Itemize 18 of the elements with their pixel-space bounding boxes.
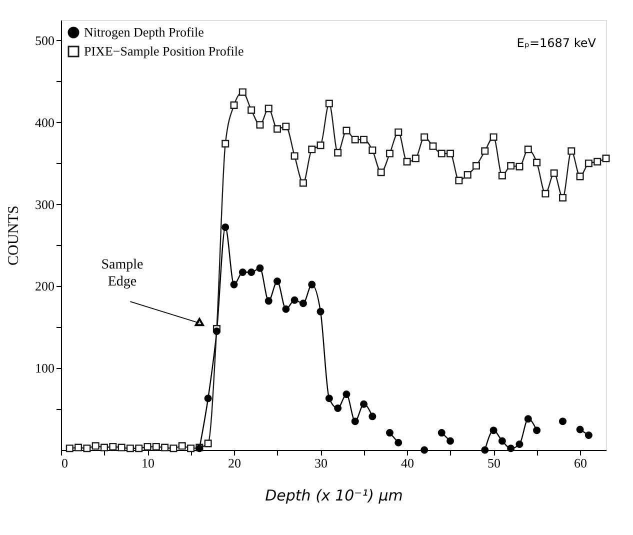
x-tick-label: 60 (574, 456, 588, 470)
y-tick-label: 400 (35, 114, 54, 130)
y-tick-label: 300 (35, 196, 54, 212)
y-tick-label: 200 (35, 278, 54, 294)
x-tick-label: 20 (228, 456, 242, 470)
x-tick-label: 10 (142, 456, 155, 470)
y-axis-title: COUNTS (6, 205, 22, 266)
x-tick-label: 30 (314, 456, 328, 470)
annotation: Sample Edge (101, 257, 144, 290)
annotation: Eₚ=1687 keV (516, 36, 597, 50)
x-axis-title: Depth (x 10⁻¹) µm (265, 486, 403, 504)
legend-label: Nitrogen Depth Profile (84, 24, 204, 40)
y-tick-label: 500 (35, 32, 54, 48)
x-tick-label: 40 (401, 456, 414, 470)
x-tick-label: 0 (62, 456, 68, 470)
x-tick-label: 50 (488, 456, 501, 470)
y-tick-label: 100 (35, 360, 54, 376)
legend-label: PIXE−Sample Position Profile (84, 44, 244, 58)
